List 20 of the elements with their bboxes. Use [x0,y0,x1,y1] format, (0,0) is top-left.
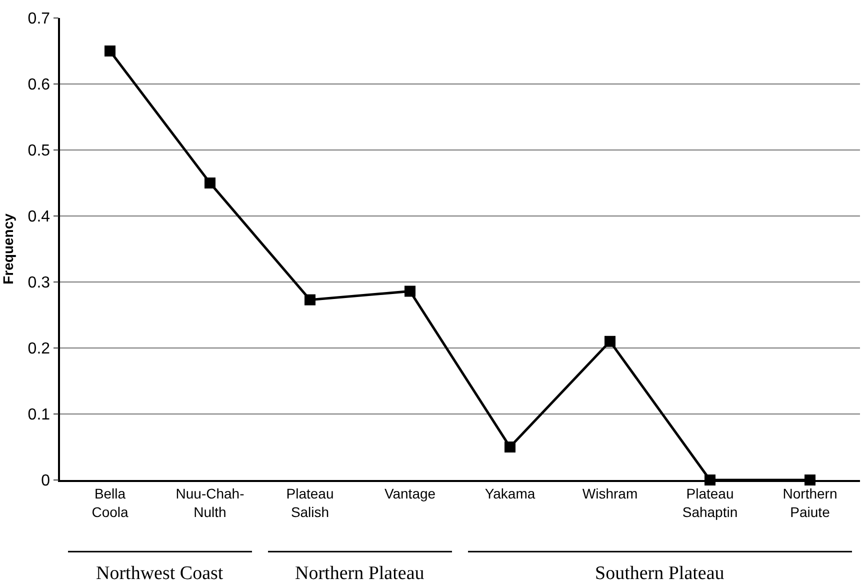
y-tick-label: 0.4 [28,208,50,226]
y-tick-label: 0 [41,472,50,490]
y-tick-label: 0.5 [28,142,50,160]
x-tick-label: Yakama [484,486,536,502]
x-tick-label: Vantage [384,486,436,502]
y-tick-label: 0.3 [28,274,50,292]
x-tick-label: Northern Paiute [782,486,838,520]
x-tick-label: Bella Coola [92,486,128,520]
y-tick-label: 0.2 [28,340,50,358]
y-axis-title: Frequency [0,213,16,284]
y-tick-label: 0.7 [28,10,50,28]
y-tick-label: 0.6 [28,76,50,94]
text: Northern Plateau [295,563,425,580]
x-tick-label: Plateau Salish [286,486,334,520]
text: Northwest Coast [96,563,224,580]
x-tick-label: Plateau Sahaptin [682,486,738,520]
x-tick-label: Wishram [582,486,638,502]
text: Southern Plateau [595,563,725,580]
y-tick-label: 0.1 [28,406,50,424]
x-tick-label: Nuu-Chah-Nulth [176,486,245,520]
